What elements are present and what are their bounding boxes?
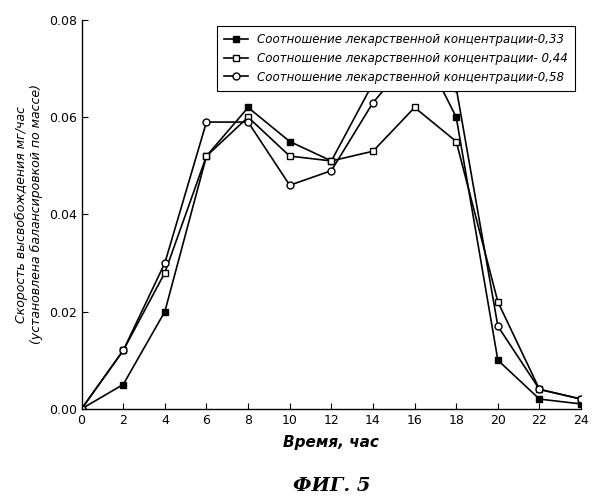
Соотношение лекарственной концентрации-0,58 <box>577 396 585 402</box>
Line: Соотношение лекарственной концентрации- 0,44: Соотношение лекарственной концентрации- … <box>78 104 585 412</box>
Соотношение лекарственной концентрации-0,33 <box>411 32 418 38</box>
Соотношение лекарственной концентрации-0,58 <box>245 119 252 125</box>
Соотношение лекарственной концентрации- 0,44 <box>161 270 169 276</box>
Соотношение лекарственной концентрации-0,33 <box>370 80 377 86</box>
Legend: Соотношение лекарственной концентрации-0,33, Соотношение лекарственной концентра: Соотношение лекарственной концентрации-0… <box>217 26 575 91</box>
Соотношение лекарственной концентрации- 0,44 <box>536 386 543 392</box>
Соотношение лекарственной концентрации- 0,44 <box>494 299 501 305</box>
Соотношение лекарственной концентрации- 0,44 <box>370 148 377 154</box>
Соотношение лекарственной концентрации-0,58 <box>452 85 460 91</box>
Text: ФИГ. 5: ФИГ. 5 <box>294 477 371 495</box>
X-axis label: Время, час: Время, час <box>283 435 379 450</box>
Соотношение лекарственной концентрации-0,33 <box>494 357 501 363</box>
Соотношение лекарственной концентрации-0,33 <box>78 406 85 412</box>
Соотношение лекарственной концентрации-0,33 <box>245 104 252 110</box>
Соотношение лекарственной концентрации-0,33 <box>328 158 335 164</box>
Соотношение лекарственной концентрации- 0,44 <box>120 348 127 354</box>
Соотношение лекарственной концентрации-0,58 <box>78 406 85 412</box>
Соотношение лекарственной концентрации-0,33 <box>203 153 210 159</box>
Соотношение лекарственной концентрации-0,33 <box>286 138 294 144</box>
Line: Соотношение лекарственной концентрации-0,58: Соотношение лекарственной концентрации-0… <box>78 50 585 412</box>
Соотношение лекарственной концентрации- 0,44 <box>577 396 585 402</box>
Соотношение лекарственной концентрации- 0,44 <box>203 153 210 159</box>
Соотношение лекарственной концентрации-0,58 <box>328 168 335 173</box>
Соотношение лекарственной концентрации-0,58 <box>120 348 127 354</box>
Соотношение лекарственной концентрации-0,58 <box>494 323 501 329</box>
Соотношение лекарственной концентрации-0,58 <box>286 182 294 188</box>
Y-axis label: Скорость высвобождения мг/час
(установлена балансировкой по массе): Скорость высвобождения мг/час (установле… <box>15 84 43 344</box>
Line: Соотношение лекарственной концентрации-0,33: Соотношение лекарственной концентрации-0… <box>78 31 585 412</box>
Соотношение лекарственной концентрации- 0,44 <box>411 104 418 110</box>
Соотношение лекарственной концентрации- 0,44 <box>78 406 85 412</box>
Соотношение лекарственной концентрации-0,33 <box>577 401 585 407</box>
Соотношение лекарственной концентрации-0,33 <box>452 114 460 120</box>
Соотношение лекарственной концентрации-0,33 <box>120 382 127 388</box>
Соотношение лекарственной концентрации- 0,44 <box>245 114 252 120</box>
Соотношение лекарственной концентрации-0,33 <box>161 308 169 314</box>
Соотношение лекарственной концентрации- 0,44 <box>328 158 335 164</box>
Соотношение лекарственной концентрации-0,58 <box>370 100 377 105</box>
Соотношение лекарственной концентрации-0,58 <box>161 260 169 266</box>
Соотношение лекарственной концентрации-0,33 <box>536 396 543 402</box>
Соотношение лекарственной концентрации- 0,44 <box>452 138 460 144</box>
Соотношение лекарственной концентрации- 0,44 <box>286 153 294 159</box>
Соотношение лекарственной концентрации-0,58 <box>203 119 210 125</box>
Соотношение лекарственной концентрации-0,58 <box>411 51 418 57</box>
Соотношение лекарственной концентрации-0,58 <box>536 386 543 392</box>
